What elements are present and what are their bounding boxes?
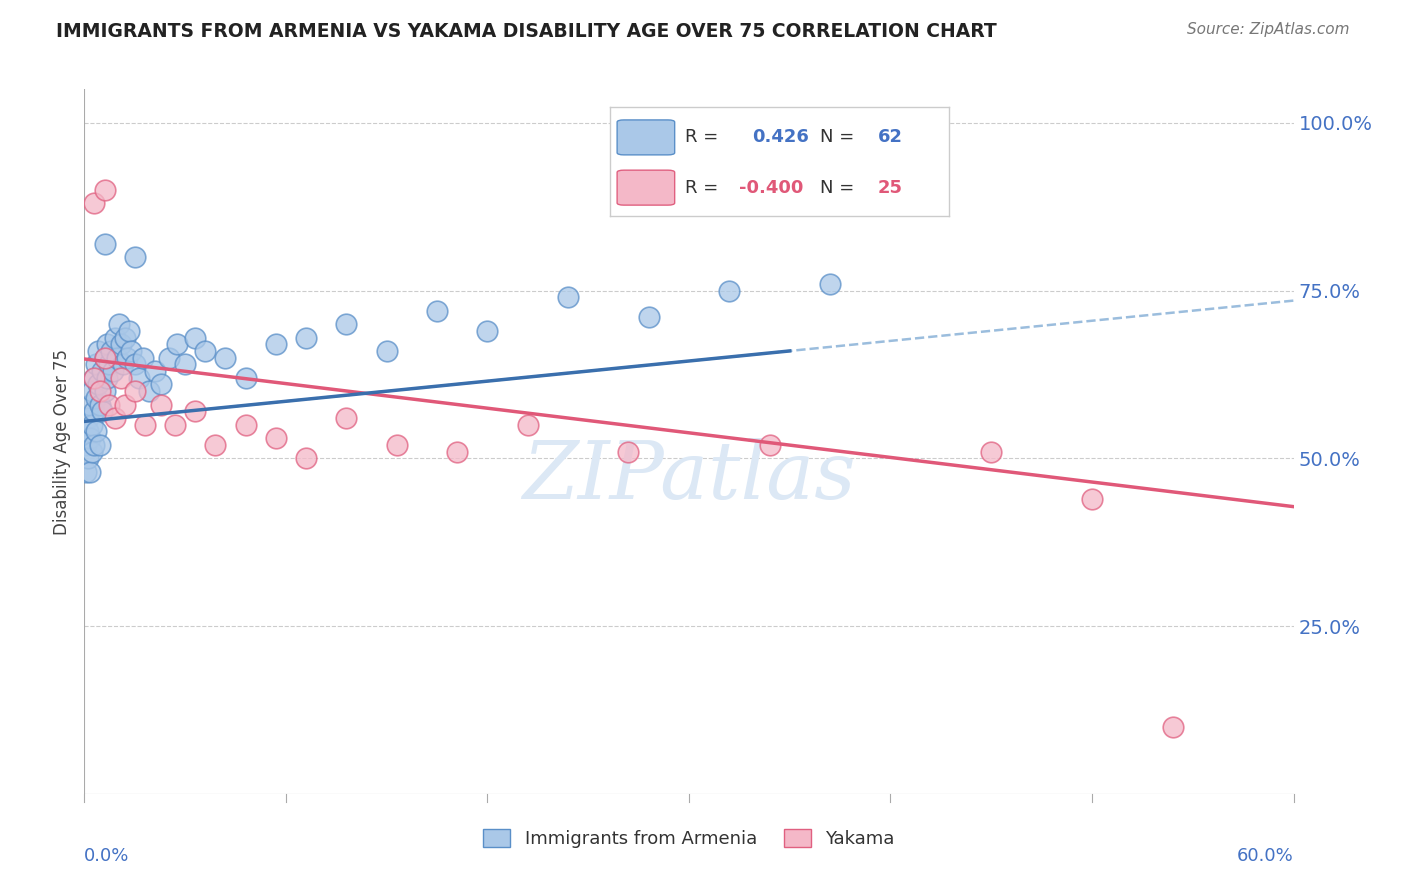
Point: [97, 398, 120, 412]
Point: [637, 310, 659, 325]
Point: [204, 438, 226, 452]
Point: [83, 371, 105, 385]
Point: [83, 438, 105, 452]
Point: [375, 343, 398, 358]
Point: [758, 438, 780, 452]
Point: [86, 357, 108, 371]
Point: [174, 357, 197, 371]
Point: [1081, 491, 1104, 506]
Point: [75, 438, 97, 452]
Point: [617, 444, 640, 458]
Point: [295, 451, 318, 466]
Point: [93, 351, 115, 365]
Point: [87, 377, 110, 392]
Point: [82, 417, 104, 432]
Text: IMMIGRANTS FROM ARMENIA VS YAKAMA DISABILITY AGE OVER 75 CORRELATION CHART: IMMIGRANTS FROM ARMENIA VS YAKAMA DISABI…: [56, 22, 997, 41]
Point: [93, 236, 115, 251]
Point: [385, 438, 408, 452]
Point: [104, 330, 127, 344]
Point: [87, 343, 110, 358]
Point: [118, 324, 141, 338]
Point: [86, 425, 108, 439]
Point: [184, 404, 207, 418]
Point: [79, 465, 101, 479]
Point: [115, 351, 138, 365]
Point: [143, 364, 166, 378]
Point: [93, 384, 115, 399]
Point: [110, 337, 132, 351]
Point: [100, 343, 122, 358]
Point: [335, 411, 357, 425]
Point: [184, 330, 207, 344]
Point: [134, 417, 156, 432]
Point: [446, 444, 468, 458]
Point: [120, 343, 142, 358]
Y-axis label: Disability Age Over 75: Disability Age Over 75: [53, 349, 72, 534]
Point: [157, 351, 180, 365]
Point: [82, 384, 104, 399]
Point: [91, 404, 114, 418]
Point: [980, 444, 1002, 458]
Point: [83, 371, 105, 385]
Point: [93, 183, 115, 197]
Point: [96, 371, 118, 385]
Point: [93, 351, 115, 365]
Point: [214, 351, 236, 365]
Point: [718, 284, 741, 298]
Point: [83, 196, 105, 211]
Point: [77, 411, 100, 425]
Legend: Immigrants from Armenia, Yakama: Immigrants from Armenia, Yakama: [475, 822, 903, 855]
Point: [86, 391, 108, 405]
Point: [166, 337, 188, 351]
Point: [91, 364, 114, 378]
Point: [477, 324, 499, 338]
Point: [77, 425, 100, 439]
Text: 0.0%: 0.0%: [84, 847, 129, 864]
Point: [79, 431, 101, 445]
Point: [235, 371, 257, 385]
Point: [105, 351, 128, 365]
Point: [114, 330, 136, 344]
Point: [82, 444, 104, 458]
Point: [111, 357, 134, 371]
Point: [79, 398, 101, 412]
Point: [77, 451, 100, 466]
Point: [89, 438, 111, 452]
Point: [104, 411, 127, 425]
Point: [124, 250, 146, 264]
Point: [124, 384, 146, 399]
Point: [818, 277, 841, 291]
Point: [335, 317, 357, 331]
Text: 60.0%: 60.0%: [1237, 847, 1294, 864]
Point: [89, 384, 111, 399]
Point: [83, 404, 105, 418]
Point: [107, 317, 129, 331]
Point: [516, 417, 538, 432]
Point: [149, 377, 172, 392]
Point: [96, 337, 118, 351]
Point: [101, 364, 124, 378]
Point: [426, 303, 449, 318]
Point: [264, 337, 287, 351]
Point: [110, 371, 132, 385]
Point: [149, 398, 172, 412]
Point: [295, 330, 318, 344]
Point: [138, 384, 160, 399]
Point: [235, 417, 257, 432]
Point: [264, 431, 287, 445]
Text: Source: ZipAtlas.com: Source: ZipAtlas.com: [1187, 22, 1350, 37]
Point: [114, 398, 136, 412]
Point: [557, 290, 579, 304]
Point: [89, 398, 111, 412]
Point: [124, 357, 146, 371]
Point: [165, 417, 187, 432]
Text: ZIPatlas: ZIPatlas: [522, 438, 856, 516]
Point: [194, 343, 217, 358]
Point: [75, 465, 97, 479]
Point: [128, 371, 150, 385]
Point: [1161, 720, 1184, 734]
Point: [97, 357, 120, 371]
Point: [132, 351, 155, 365]
